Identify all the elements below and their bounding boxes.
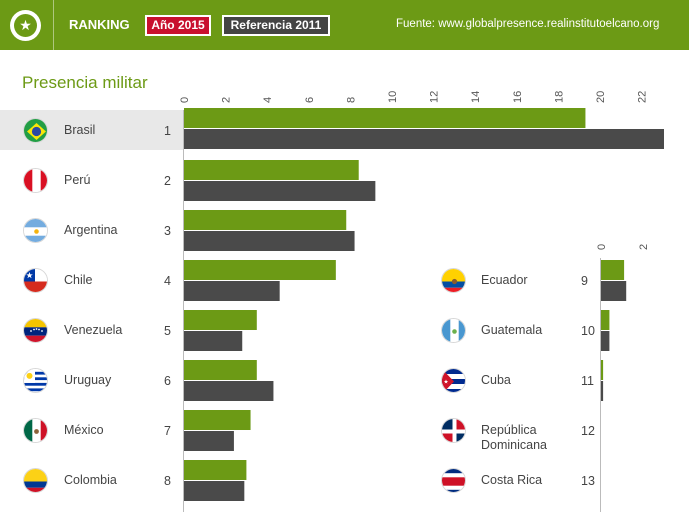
country-label-ecuador: Ecuador xyxy=(481,273,528,287)
bar-2015-mexico xyxy=(184,410,251,430)
bar-2015-ecuador xyxy=(601,260,625,280)
chart-title: Presencia militar xyxy=(22,73,148,92)
costa-rica-flag-icon xyxy=(441,468,466,493)
brazil-flag-icon xyxy=(23,118,48,143)
main-axis-tick-12: 12 xyxy=(429,91,441,103)
rank-brasil: 1 xyxy=(164,124,171,138)
rank-republica-dominicana: 12 xyxy=(581,424,595,438)
bar-2015-guatemala xyxy=(601,310,610,330)
bar-2015-chile xyxy=(184,260,336,280)
year-badge[interactable]: Año 2015 xyxy=(145,15,211,36)
rank-mexico: 7 xyxy=(164,424,171,438)
main-axis-tick-16: 16 xyxy=(512,91,524,103)
bar-2011-argentina xyxy=(184,231,355,251)
main-axis-tick-20: 20 xyxy=(595,91,607,103)
bar-2011-guatemala xyxy=(601,331,610,351)
bar-2011-venezuela xyxy=(184,331,243,351)
argentina-flag-icon xyxy=(23,218,48,243)
bar-2015-colombia xyxy=(184,460,247,480)
header-divider xyxy=(53,0,54,50)
country-label-guatemala: Guatemala xyxy=(481,323,543,337)
country-label-republica-dominicana: República Dominicana xyxy=(481,423,548,452)
rank-costa-rica: 13 xyxy=(581,474,595,488)
main-axis-tick-6: 6 xyxy=(304,97,316,103)
rank-chile: 4 xyxy=(164,274,171,288)
bar-2015-venezuela xyxy=(184,310,257,330)
country-label-colombia: Colombia xyxy=(64,473,117,487)
bar-2011-colombia xyxy=(184,481,245,501)
main-axis-tick-2: 2 xyxy=(221,97,233,103)
cuba-flag-icon xyxy=(441,368,466,393)
country-label-venezuela: Venezuela xyxy=(64,323,123,337)
venezuela-flag-icon xyxy=(23,318,48,343)
rank-venezuela: 5 xyxy=(164,324,171,338)
main-axis-tick-8: 8 xyxy=(345,97,357,103)
rank-colombia: 8 xyxy=(164,474,171,488)
rank-cuba: 11 xyxy=(581,374,594,388)
rank-ecuador: 9 xyxy=(581,274,588,288)
main-axis-tick-10: 10 xyxy=(387,91,399,103)
colombia-flag-icon xyxy=(23,468,48,493)
guatemala-flag-icon xyxy=(441,318,466,343)
elcano-logo: ★ xyxy=(10,10,41,41)
country-label-argentina: Argentina xyxy=(64,223,118,237)
uruguay-flag-icon xyxy=(23,368,48,393)
country-label-cuba: Cuba xyxy=(481,373,511,387)
rank-guatemala: 10 xyxy=(581,324,595,338)
country-label-peru: Perú xyxy=(64,173,91,187)
bar-2011-uruguay xyxy=(184,381,274,401)
rank-argentina: 3 xyxy=(164,224,171,238)
bar-2011-mexico xyxy=(184,431,234,451)
main-axis-tick-14: 14 xyxy=(470,91,482,103)
bar-2011-chile xyxy=(184,281,280,301)
peru-flag-icon xyxy=(23,168,48,193)
dominican-republic-flag-icon xyxy=(441,418,466,443)
bar-2015-argentina xyxy=(184,210,347,230)
bar-2015-uruguay xyxy=(184,360,257,380)
country-label-mexico: México xyxy=(64,423,104,437)
main-axis-tick-22: 22 xyxy=(637,91,649,103)
star-icon: ★ xyxy=(14,14,37,37)
bar-2015-cuba xyxy=(601,360,604,380)
main-axis-tick-18: 18 xyxy=(553,91,565,103)
ranking-label: RANKING xyxy=(69,17,130,32)
bar-2011-cuba xyxy=(601,381,604,401)
bar-2011-ecuador xyxy=(601,281,627,301)
main-axis-tick-0: 0 xyxy=(179,97,191,103)
bar-2015-peru xyxy=(184,160,359,180)
rank-peru: 2 xyxy=(164,174,171,188)
chile-flag-icon xyxy=(23,268,48,293)
reference-badge[interactable]: Referencia 2011 xyxy=(222,15,330,36)
country-label-brasil: Brasil xyxy=(64,123,96,137)
ecuador-flag-icon xyxy=(441,268,466,293)
bar-2015-brasil xyxy=(184,108,586,128)
source-text: Fuente: www.globalpresence.realinstituto… xyxy=(396,18,660,30)
small-axis-tick-2: 2 xyxy=(638,244,650,250)
mexico-flag-icon xyxy=(23,418,48,443)
country-label-uruguay: Uruguay xyxy=(64,373,112,387)
bar-2011-peru xyxy=(184,181,376,201)
main-axis-tick-4: 4 xyxy=(262,97,274,103)
header-bar: ★ RANKING Año 2015 Referencia 2011 Fuent… xyxy=(0,0,689,50)
country-label-chile: Chile xyxy=(64,273,93,287)
country-label-costa-rica: Costa Rica xyxy=(481,473,543,487)
bar-2011-brasil xyxy=(184,129,664,149)
rank-uruguay: 6 xyxy=(164,374,171,388)
small-axis-tick-0: 0 xyxy=(596,244,608,250)
